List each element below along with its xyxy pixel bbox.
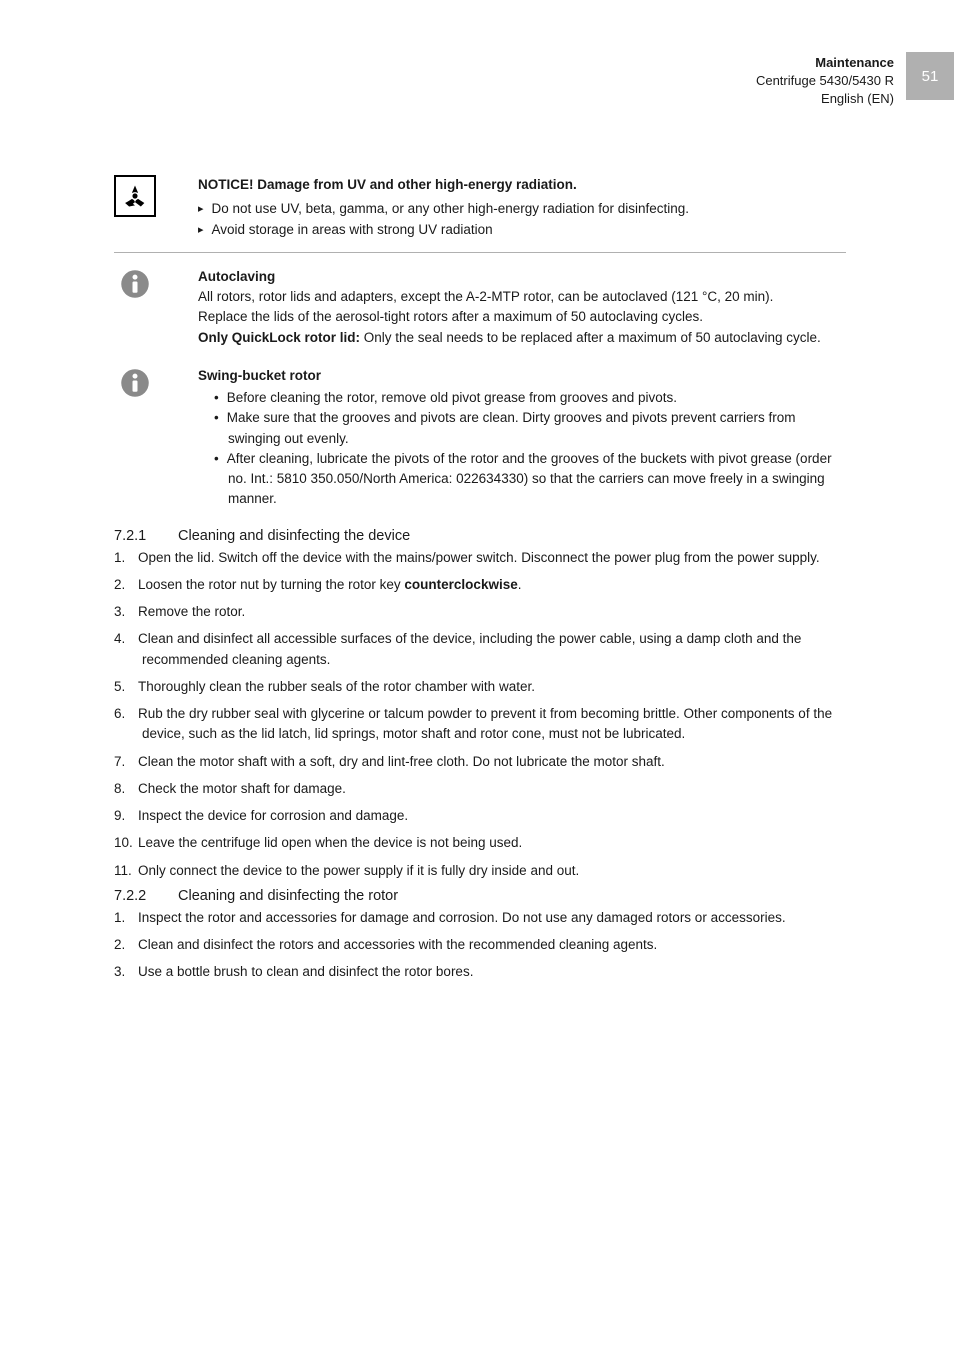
section-heading-721: 7.2.1Cleaning and disinfecting the devic… (114, 528, 846, 544)
steps-list-721: Open the lid. Switch off the device with… (114, 548, 846, 881)
info-text: Swing-bucket rotor Before cleaning the r… (198, 366, 846, 510)
step-item: Leave the centrifuge lid open when the d… (114, 833, 846, 853)
info-bullet: Make sure that the grooves and pivots ar… (214, 408, 846, 449)
section-title: Cleaning and disinfecting the rotor (178, 888, 398, 904)
info-para: Only the seal needs to be replaced after… (360, 330, 821, 345)
step-item: Clean and disinfect all accessible surfa… (114, 629, 846, 670)
notice-heading: NOTICE! Damage from UV and other high-en… (198, 177, 577, 192)
info-icon (120, 269, 150, 299)
step-item: Remove the rotor. (114, 602, 846, 622)
info-bullets: Before cleaning the rotor, remove old pi… (198, 388, 846, 510)
step-item: Check the motor shaft for damage. (114, 779, 846, 799)
info-heading: Swing-bucket rotor (198, 366, 846, 386)
info-text: Autoclaving All rotors, rotor lids and a… (198, 267, 846, 348)
radiation-icon (114, 175, 156, 217)
step-item: Rub the dry rubber seal with glycerine o… (114, 704, 846, 745)
notice-item: Avoid storage in areas with strong UV ra… (198, 220, 846, 240)
header-lang: English (EN) (756, 90, 894, 108)
step-item: Only connect the device to the power sup… (114, 861, 846, 881)
info-icon (120, 368, 150, 398)
page-header: Maintenance Centrifuge 5430/5430 R Engli… (756, 54, 894, 109)
notice-item: Do not use UV, beta, gamma, or any other… (198, 199, 846, 219)
step-item: Inspect the device for corrosion and dam… (114, 806, 846, 826)
page-number-badge: 51 (906, 52, 954, 100)
info-para: Replace the lids of the aerosol-tight ro… (198, 309, 703, 324)
section-number: 7.2.1 (114, 528, 178, 544)
step-item: Inspect the rotor and accessories for da… (114, 908, 846, 928)
info-bullet: Before cleaning the rotor, remove old pi… (214, 388, 846, 408)
notice-block: NOTICE! Damage from UV and other high-en… (114, 175, 846, 240)
divider (114, 252, 846, 253)
info-strong: Only QuickLock rotor lid: (198, 330, 360, 345)
notice-list: Do not use UV, beta, gamma, or any other… (198, 199, 846, 240)
section-heading-722: 7.2.2Cleaning and disinfecting the rotor (114, 888, 846, 904)
info-para: All rotors, rotor lids and adapters, exc… (198, 289, 773, 304)
section-number: 7.2.2 (114, 888, 178, 904)
step-item: Clean and disinfect the rotors and acces… (114, 935, 846, 955)
step-item: Thoroughly clean the rubber seals of the… (114, 677, 846, 697)
step-item: Loosen the rotor nut by turning the roto… (114, 575, 846, 595)
step-item: Open the lid. Switch off the device with… (114, 548, 846, 568)
page-content: NOTICE! Damage from UV and other high-en… (114, 175, 846, 990)
info-bullet: After cleaning, lubricate the pivots of … (214, 449, 846, 510)
info-block-autoclaving: Autoclaving All rotors, rotor lids and a… (114, 267, 846, 348)
header-model: Centrifuge 5430/5430 R (756, 72, 894, 90)
section-title: Cleaning and disinfecting the device (178, 528, 410, 544)
steps-list-722: Inspect the rotor and accessories for da… (114, 908, 846, 983)
step-item: Use a bottle brush to clean and disinfec… (114, 962, 846, 982)
page-number: 51 (922, 68, 939, 85)
info-block-swingbucket: Swing-bucket rotor Before cleaning the r… (114, 366, 846, 510)
info-heading: Autoclaving (198, 267, 846, 287)
notice-text: NOTICE! Damage from UV and other high-en… (198, 175, 846, 240)
step-item: Clean the motor shaft with a soft, dry a… (114, 752, 846, 772)
header-section-title: Maintenance (756, 54, 894, 72)
